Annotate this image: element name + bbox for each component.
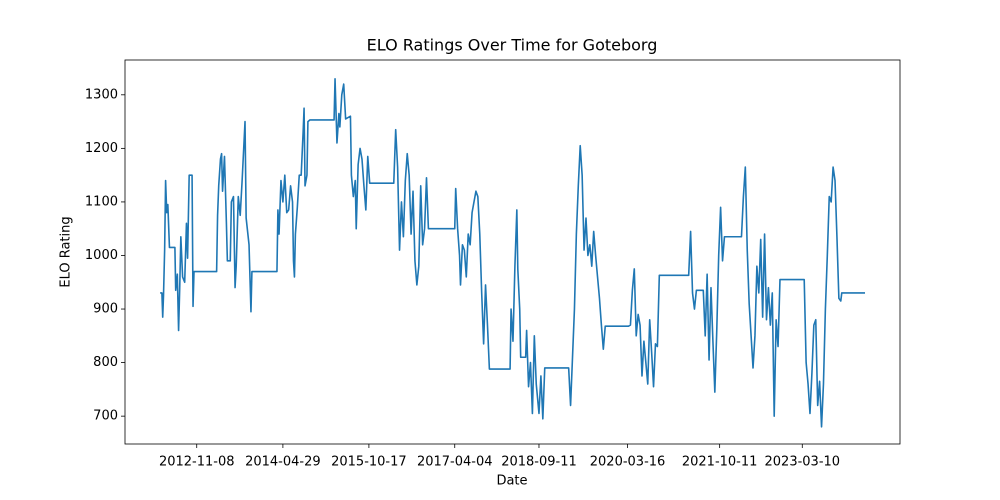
x-tick-label: 2023-03-10 [765, 455, 841, 470]
x-tick-label: 2020-03-16 [590, 455, 666, 470]
y-tick-label: 900 [93, 302, 118, 317]
data-line [160, 77, 866, 428]
y-tick-label: 1300 [85, 87, 118, 102]
x-tick-label: 2018-09-11 [501, 455, 577, 470]
x-tick-label: 2014-04-29 [245, 455, 321, 470]
chart-title: ELO Ratings Over Time for Goteborg [367, 36, 658, 55]
y-tick-label: 800 [93, 355, 118, 370]
y-tick-label: 1000 [85, 248, 118, 263]
x-tick-label: 2012-11-08 [159, 455, 235, 470]
x-tick-label: 2021-10-11 [682, 455, 758, 470]
y-axis-label: ELO Rating [59, 216, 74, 287]
x-tick-label: 2015-10-17 [331, 455, 407, 470]
x-axis-label: Date [496, 474, 527, 489]
y-tick-label: 700 [93, 409, 118, 424]
x-tick-label: 2017-04-04 [417, 455, 493, 470]
y-tick-label: 1100 [85, 194, 118, 209]
y-tick-label: 1200 [85, 141, 118, 156]
plot-frame [124, 59, 901, 445]
